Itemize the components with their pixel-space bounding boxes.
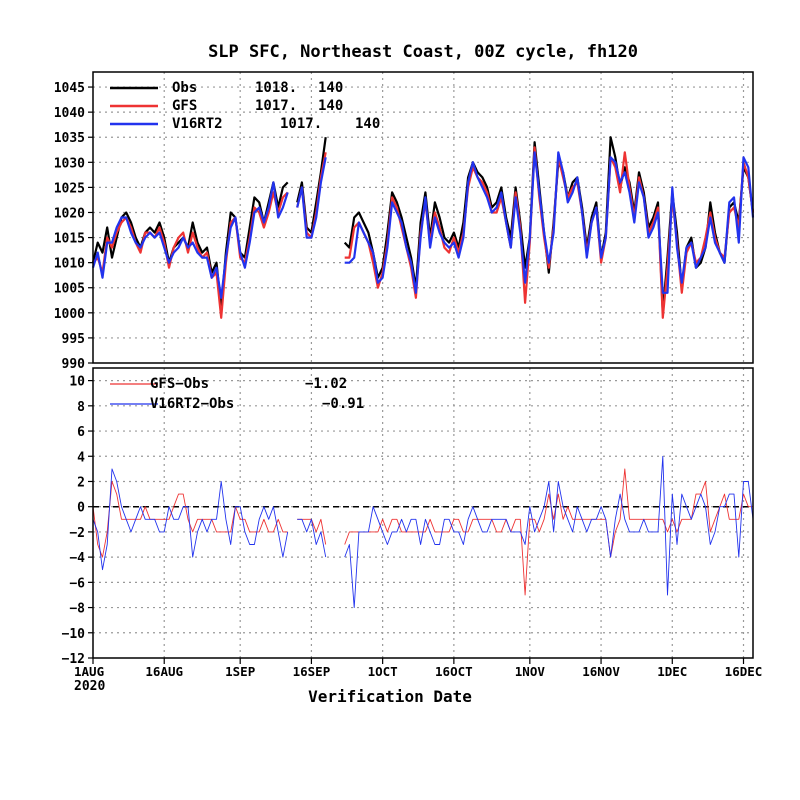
top-legend: Obs 1018. 140 GFS 1017. 140 V16RT2 1017. 140 bbox=[110, 80, 380, 132]
bottom-y-tick-label: 0 bbox=[77, 501, 85, 516]
x-tick-label: 16DEC bbox=[725, 664, 763, 679]
bottom-legend-mean-gfs: −1.02 bbox=[305, 376, 347, 392]
top-y-tick-label: 1025 bbox=[54, 181, 85, 196]
bottom-gridlines bbox=[93, 368, 753, 658]
chart-title: SLP SFC, Northeast Coast, 00Z cycle, fh1… bbox=[208, 42, 638, 62]
top-y-tick-label: 1030 bbox=[54, 156, 85, 171]
x-tick-label: 1DEC bbox=[657, 664, 687, 679]
top-series-gfs bbox=[92, 146, 755, 319]
bottom-panel: −12 −10 −8 −6 −4 −2 0 2 4 6 8 10 GFS−Obs −1.02 V16RT2… bbox=[62, 367, 754, 667]
bottom-y-tick-label: −12 bbox=[62, 652, 85, 667]
bottom-series-lines bbox=[92, 455, 754, 609]
top-series-lines bbox=[91, 136, 755, 319]
bottom-y-tick-label: −2 bbox=[69, 526, 85, 541]
top-y-tick-label: 1015 bbox=[54, 232, 85, 247]
top-plot-frame bbox=[92, 71, 754, 364]
top-y-tick-label: 1010 bbox=[54, 257, 85, 272]
top-legend-mean-gfs: 1017. bbox=[255, 98, 297, 114]
top-y-tick-label: 990 bbox=[62, 357, 86, 372]
x-tick-label: 16SEP bbox=[293, 664, 331, 679]
top-legend-count-obs: 140 bbox=[318, 80, 343, 96]
top-legend-mean-v16: 1017. bbox=[280, 116, 322, 132]
x-axis: 1AUG 16AUG 1SEP 16SEP 1OCT 16OCT 1NOV 16NOV 1DEC… bbox=[74, 658, 762, 679]
bottom-y-tick-label: 6 bbox=[77, 425, 85, 440]
top-legend-label-v16: V16RT2 bbox=[172, 116, 223, 132]
x-tick-label: 1SEP bbox=[225, 664, 255, 679]
bottom-y-tick-label: 4 bbox=[77, 450, 85, 465]
bottom-y-tick-label: 10 bbox=[69, 375, 85, 390]
bottom-legend-mean-v16: −0.91 bbox=[322, 396, 364, 412]
top-legend-mean-obs: 1018. bbox=[255, 80, 297, 96]
top-y-tick-label: 1005 bbox=[54, 282, 85, 297]
x-tick-label: 1NOV bbox=[515, 664, 546, 679]
top-y-tick-label: 1040 bbox=[54, 106, 85, 121]
top-y-tick-label: 1035 bbox=[54, 131, 85, 146]
bottom-series-v16 bbox=[92, 455, 754, 609]
x-tick-label: 16OCT bbox=[435, 664, 473, 679]
bottom-plot-frame bbox=[92, 367, 754, 659]
top-legend-count-gfs: 140 bbox=[318, 98, 343, 114]
x-tick-label: 16NOV bbox=[582, 664, 620, 679]
top-y-tick-label: 995 bbox=[62, 332, 85, 347]
bottom-y-tick-label: 8 bbox=[77, 400, 85, 415]
top-series-v16 bbox=[91, 151, 755, 299]
top-legend-label-obs: Obs bbox=[172, 80, 197, 96]
top-legend-count-v16: 140 bbox=[355, 116, 380, 132]
bottom-legend-label-v16: V16RT2−Obs bbox=[150, 396, 234, 412]
top-y-axis: 990 995 1000 1005 1010 1015 1020 1025 1030 1035 10… bbox=[54, 81, 93, 372]
x-tick-label: 16AUG bbox=[145, 664, 183, 679]
x-tick-label: 1OCT bbox=[368, 664, 398, 679]
bottom-y-tick-label: −6 bbox=[69, 576, 85, 591]
top-panel: 990 995 1000 1005 1010 1015 1020 1025 1030 1035 10… bbox=[54, 71, 755, 372]
top-y-tick-label: 1020 bbox=[54, 206, 85, 221]
bottom-y-tick-label: −4 bbox=[69, 551, 85, 566]
bottom-y-tick-label: 2 bbox=[77, 475, 85, 490]
x-year-label: 2020 bbox=[74, 679, 105, 694]
bottom-y-tick-label: −8 bbox=[69, 602, 85, 617]
bottom-y-axis: −12 −10 −8 −6 −4 −2 0 2 4 6 8 10 bbox=[62, 375, 93, 667]
bottom-legend: GFS−Obs −1.02 V16RT2−Obs −0.91 bbox=[110, 376, 364, 412]
bottom-legend-label-gfs: GFS−Obs bbox=[150, 376, 209, 392]
x-tick-label: 1AUG bbox=[74, 664, 104, 679]
top-y-tick-label: 1000 bbox=[54, 307, 85, 322]
x-axis-title: Verification Date bbox=[308, 687, 472, 706]
top-legend-label-gfs: GFS bbox=[172, 98, 197, 114]
bottom-y-tick-label: −10 bbox=[62, 627, 86, 642]
top-y-tick-label: 1045 bbox=[54, 81, 85, 96]
